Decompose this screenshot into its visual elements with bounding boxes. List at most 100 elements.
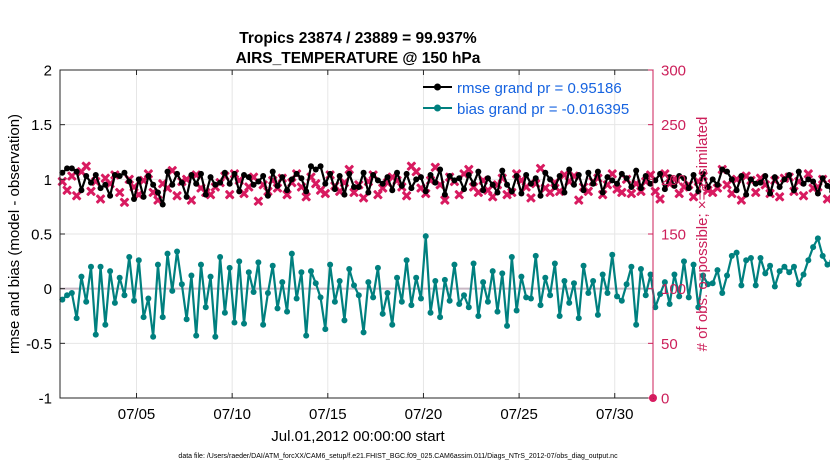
bias-point bbox=[623, 281, 630, 288]
bias-point bbox=[465, 304, 472, 311]
data-file-caption: data file: /Users/raeder/DAI/ATM_forcXX/… bbox=[178, 453, 618, 460]
obs-point bbox=[62, 185, 72, 195]
chart-title: Tropics 23874 / 23889 = 99.937% bbox=[239, 30, 477, 47]
obs-point bbox=[81, 161, 91, 171]
bias-point bbox=[274, 305, 281, 312]
rmse-point bbox=[169, 181, 176, 188]
rmse-point bbox=[719, 166, 726, 173]
x-tick-label: 07/05 bbox=[118, 406, 156, 423]
obs-point bbox=[67, 171, 77, 181]
rmse-point bbox=[776, 183, 783, 190]
bias-point bbox=[427, 309, 434, 316]
rmse-point bbox=[226, 180, 233, 187]
rmse-point bbox=[695, 188, 702, 195]
bias-point bbox=[508, 253, 515, 260]
bias-point bbox=[408, 302, 415, 309]
bias-point bbox=[116, 274, 123, 281]
y-right-tick-label: 0 bbox=[661, 391, 669, 408]
x-tick-label: 07/10 bbox=[213, 406, 251, 423]
rmse-point bbox=[307, 163, 314, 170]
obs-point bbox=[545, 187, 555, 198]
bias-point bbox=[728, 252, 735, 259]
bias-point bbox=[647, 271, 654, 278]
bias-point bbox=[389, 321, 396, 328]
obs-point bbox=[727, 188, 737, 199]
bias-point bbox=[131, 297, 138, 304]
bias-point bbox=[336, 278, 343, 285]
bias-point bbox=[810, 244, 817, 251]
bias-point bbox=[757, 255, 764, 262]
rmse-point bbox=[489, 181, 496, 188]
bias-point bbox=[413, 274, 420, 281]
rmse-point bbox=[542, 169, 549, 176]
rmse-point bbox=[647, 180, 654, 187]
x-axis-label: Jul.01,2012 00:00:00 start bbox=[271, 428, 445, 445]
rmse-point bbox=[87, 179, 94, 186]
bias-point bbox=[680, 258, 687, 265]
obs-point bbox=[736, 195, 747, 205]
bias-point bbox=[260, 321, 267, 328]
bias-point bbox=[264, 290, 271, 297]
rmse-point bbox=[810, 178, 817, 185]
bias-point bbox=[609, 251, 616, 258]
rmse-point bbox=[183, 193, 190, 200]
bias-point bbox=[341, 317, 348, 324]
bias-point bbox=[499, 270, 506, 277]
rmse-point bbox=[360, 169, 367, 176]
bias-point bbox=[102, 321, 109, 328]
y-left-tick-label: -0.5 bbox=[26, 336, 52, 353]
obs-point bbox=[617, 187, 627, 198]
bias-point bbox=[819, 252, 826, 259]
rmse-point bbox=[212, 181, 219, 188]
bias-point bbox=[164, 250, 171, 257]
bias-point bbox=[685, 294, 692, 301]
rmse-point bbox=[709, 176, 716, 183]
bias-point bbox=[771, 283, 778, 290]
obs-point bbox=[119, 197, 130, 207]
rmse-point bbox=[116, 173, 123, 180]
bias-point bbox=[331, 298, 338, 305]
rmse-point bbox=[78, 187, 85, 194]
rmse-point bbox=[68, 165, 75, 172]
rmse-point bbox=[685, 185, 692, 192]
bias-point bbox=[288, 250, 295, 257]
bias-point bbox=[284, 308, 291, 315]
bias-point bbox=[709, 280, 716, 287]
rmse-point bbox=[437, 166, 444, 173]
rmse-point bbox=[704, 183, 711, 190]
rmse-point bbox=[331, 186, 338, 193]
bias-point bbox=[432, 278, 439, 285]
bias-point bbox=[87, 263, 94, 270]
bias-point bbox=[159, 314, 166, 321]
rmse-point bbox=[805, 176, 812, 183]
obs-point bbox=[722, 180, 732, 190]
bias-point bbox=[570, 280, 577, 287]
rmse-point bbox=[819, 175, 826, 182]
rmse-point bbox=[628, 183, 635, 190]
bias-point bbox=[360, 329, 367, 336]
bias-point bbox=[394, 274, 401, 281]
x-tick-label: 07/15 bbox=[309, 406, 347, 423]
rmse-point bbox=[97, 185, 104, 192]
rmse-point bbox=[365, 189, 372, 196]
obs-point bbox=[301, 192, 311, 202]
rmse-point bbox=[771, 174, 778, 181]
bias-point bbox=[743, 257, 750, 264]
bias-point bbox=[704, 281, 711, 288]
bias-point bbox=[747, 255, 754, 262]
rmse-point bbox=[178, 179, 185, 186]
bias-point bbox=[355, 292, 362, 299]
bias-point bbox=[212, 333, 219, 340]
bias-point bbox=[78, 273, 85, 280]
bias-point bbox=[628, 263, 635, 270]
y-left-tick-label: 0 bbox=[44, 281, 52, 298]
legend-rmse-label: rmse grand pr = 0.95186 bbox=[457, 80, 622, 97]
rmse-point bbox=[757, 179, 764, 186]
rmse-point bbox=[714, 181, 721, 188]
x-tick-label: 07/25 bbox=[500, 406, 538, 423]
y-left-tick-label: 2 bbox=[44, 63, 52, 80]
bias-point bbox=[398, 298, 405, 305]
bias-point bbox=[556, 313, 563, 319]
rmse-point bbox=[461, 186, 468, 193]
bias-point bbox=[657, 291, 664, 298]
